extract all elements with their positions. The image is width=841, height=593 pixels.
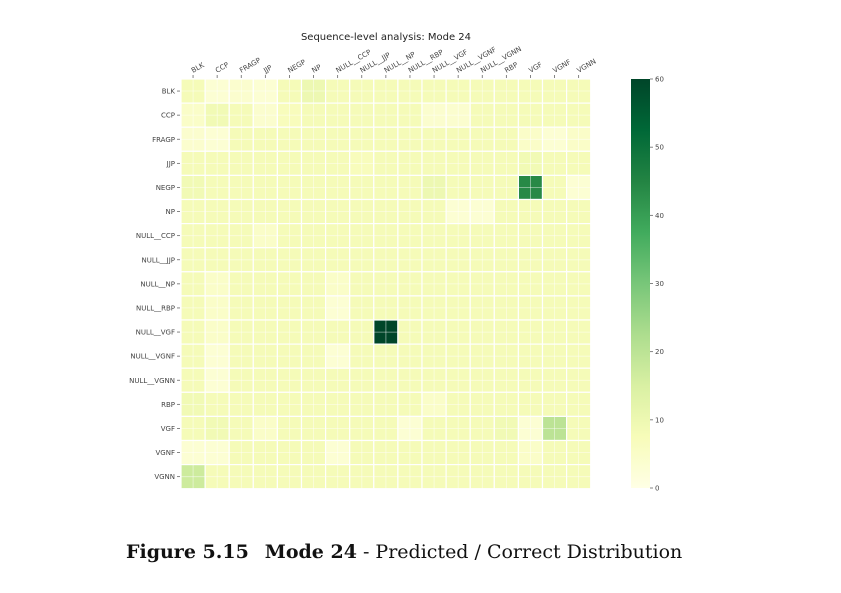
- x-tick-labels: BLK CCP FRAGP JJP NEGP NP NULL__CCPNULL__JJPNU…: [190, 45, 598, 78]
- x-tick-label: VGNF: [552, 58, 573, 75]
- y-tick-label: FRAGP: [152, 136, 175, 144]
- y-tick-label: NULL__JJP: [141, 256, 175, 264]
- y-tick-label: VGF: [161, 425, 175, 433]
- caption-number: Figure 5.15: [126, 541, 249, 563]
- y-tick-label: NULL__NP: [140, 280, 175, 288]
- figure-caption: Figure 5.15 Mode 24 - Predicted / Correct…: [126, 541, 826, 563]
- y-tick-label: NP: [166, 208, 175, 216]
- y-tick-label: RBP: [161, 401, 175, 409]
- x-tick-label: FRAGP: [238, 56, 262, 74]
- x-tick-label: RBP: [503, 61, 519, 75]
- y-tick-label: NULL__CCP: [136, 232, 175, 240]
- caption-mode: Mode 24: [264, 541, 357, 563]
- y-tick-label: JJP: [166, 160, 175, 168]
- colorbar-tick-label: 10: [655, 416, 664, 424]
- colorbar-ticks: 0 10 20 30 40 50 60: [650, 76, 664, 493]
- x-tick-label: JJP: [261, 64, 273, 76]
- y-tick-label: NEGP: [156, 184, 175, 192]
- y-tick-label: NULL__VGNN: [129, 377, 175, 385]
- y-tick-label: NULL__VGNF: [130, 353, 175, 361]
- colorbar-tick-label: 60: [655, 76, 664, 84]
- x-tick-label: NEGP: [286, 58, 307, 75]
- x-tick-label: BLK: [190, 61, 206, 75]
- colorbar-tick-label: 0: [655, 485, 659, 493]
- colorbar-tick-label: 30: [655, 280, 664, 288]
- y-tick-label: VGNF: [156, 449, 175, 457]
- x-tick-label: CCP: [214, 61, 230, 75]
- chart-title: Sequence-level analysis: Mode 24: [301, 32, 471, 43]
- y-tick-label: NULL__RBP: [136, 304, 175, 312]
- colorbar-tick-label: 40: [655, 212, 664, 220]
- y-tick-label: BLK: [162, 88, 176, 96]
- y-tick-label: CCP: [161, 112, 175, 120]
- y-tick-label: VGNN: [154, 473, 175, 481]
- heatmap-cells: [180, 78, 592, 490]
- colorbar-tick-label: 20: [655, 348, 664, 356]
- x-tick-label: VGNN: [576, 57, 598, 74]
- colorbar-tick-label: 50: [655, 144, 664, 152]
- y-tick-label: NULL__VGF: [136, 329, 175, 337]
- x-tick-label: VGF: [527, 61, 543, 75]
- colorbar: [631, 79, 650, 488]
- y-tick-labels: BLK CCP FRAGP JJP NEGP NP NULL__CCP NULL__JJP NU…: [129, 88, 180, 481]
- x-tick-label: NP: [311, 63, 323, 75]
- caption-text: - Predicted / Correct Distribution: [356, 541, 683, 563]
